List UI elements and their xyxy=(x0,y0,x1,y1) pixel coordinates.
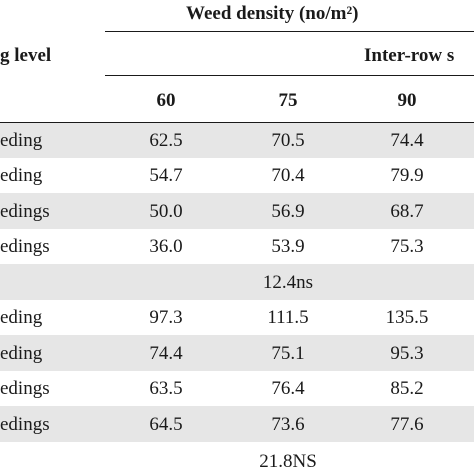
table-cell: 111.5 xyxy=(267,307,309,328)
table-cell: 68.7 xyxy=(390,201,424,222)
subheader-rule xyxy=(105,75,474,76)
lsd-value: 21.8NS xyxy=(259,451,317,472)
weeding-level-header: g level xyxy=(0,45,52,66)
header-rule xyxy=(105,31,474,32)
table-cell: 74.4 xyxy=(149,343,183,364)
table-cell: 70.5 xyxy=(271,130,305,151)
table-cell: 135.5 xyxy=(385,307,429,328)
table-cell: 79.9 xyxy=(390,165,424,186)
table-cell: 75.1 xyxy=(271,343,305,364)
table-cell: 75.3 xyxy=(390,236,424,257)
row-band xyxy=(0,122,474,158)
row-band xyxy=(0,406,474,442)
weed-density-title: Weed density (no/m²) xyxy=(186,3,359,24)
table-cell: 77.6 xyxy=(390,414,424,435)
col-header-75: 75 xyxy=(278,90,298,111)
row-label: eding xyxy=(0,130,43,151)
inter-row-header: Inter-row s xyxy=(364,45,455,66)
table-cell: 63.5 xyxy=(149,378,183,399)
table-cell: 50.0 xyxy=(149,201,183,222)
lsd-value: 12.4ns xyxy=(262,272,314,293)
table-cell: 85.2 xyxy=(390,378,424,399)
table-cell: 53.9 xyxy=(271,236,305,257)
table-cell: 62.5 xyxy=(149,130,183,151)
table-cell: 54.7 xyxy=(149,165,183,186)
col-header-90: 90 xyxy=(397,90,417,111)
row-label: edings xyxy=(0,236,50,257)
row-label: eding xyxy=(0,165,43,186)
table-cell: 97.3 xyxy=(149,307,183,328)
table-cell: 74.4 xyxy=(390,130,424,151)
header-bottom-rule xyxy=(0,122,474,123)
table-cell: 70.4 xyxy=(271,165,305,186)
table-cell: 76.4 xyxy=(271,378,305,399)
row-label: edings xyxy=(0,201,50,222)
table-cell: 64.5 xyxy=(149,414,183,435)
row-label: eding xyxy=(0,343,43,364)
table-cell: 95.3 xyxy=(390,343,424,364)
row-band xyxy=(0,193,474,229)
table-cell: 56.9 xyxy=(271,201,305,222)
row-label: edings xyxy=(0,414,50,435)
table-cell: 36.0 xyxy=(149,236,183,257)
row-band xyxy=(0,264,474,300)
col-header-60: 60 xyxy=(156,90,176,111)
row-band xyxy=(0,335,474,371)
table-cell: 73.6 xyxy=(271,414,305,435)
row-label: edings xyxy=(0,378,50,399)
row-label: eding xyxy=(0,307,43,328)
